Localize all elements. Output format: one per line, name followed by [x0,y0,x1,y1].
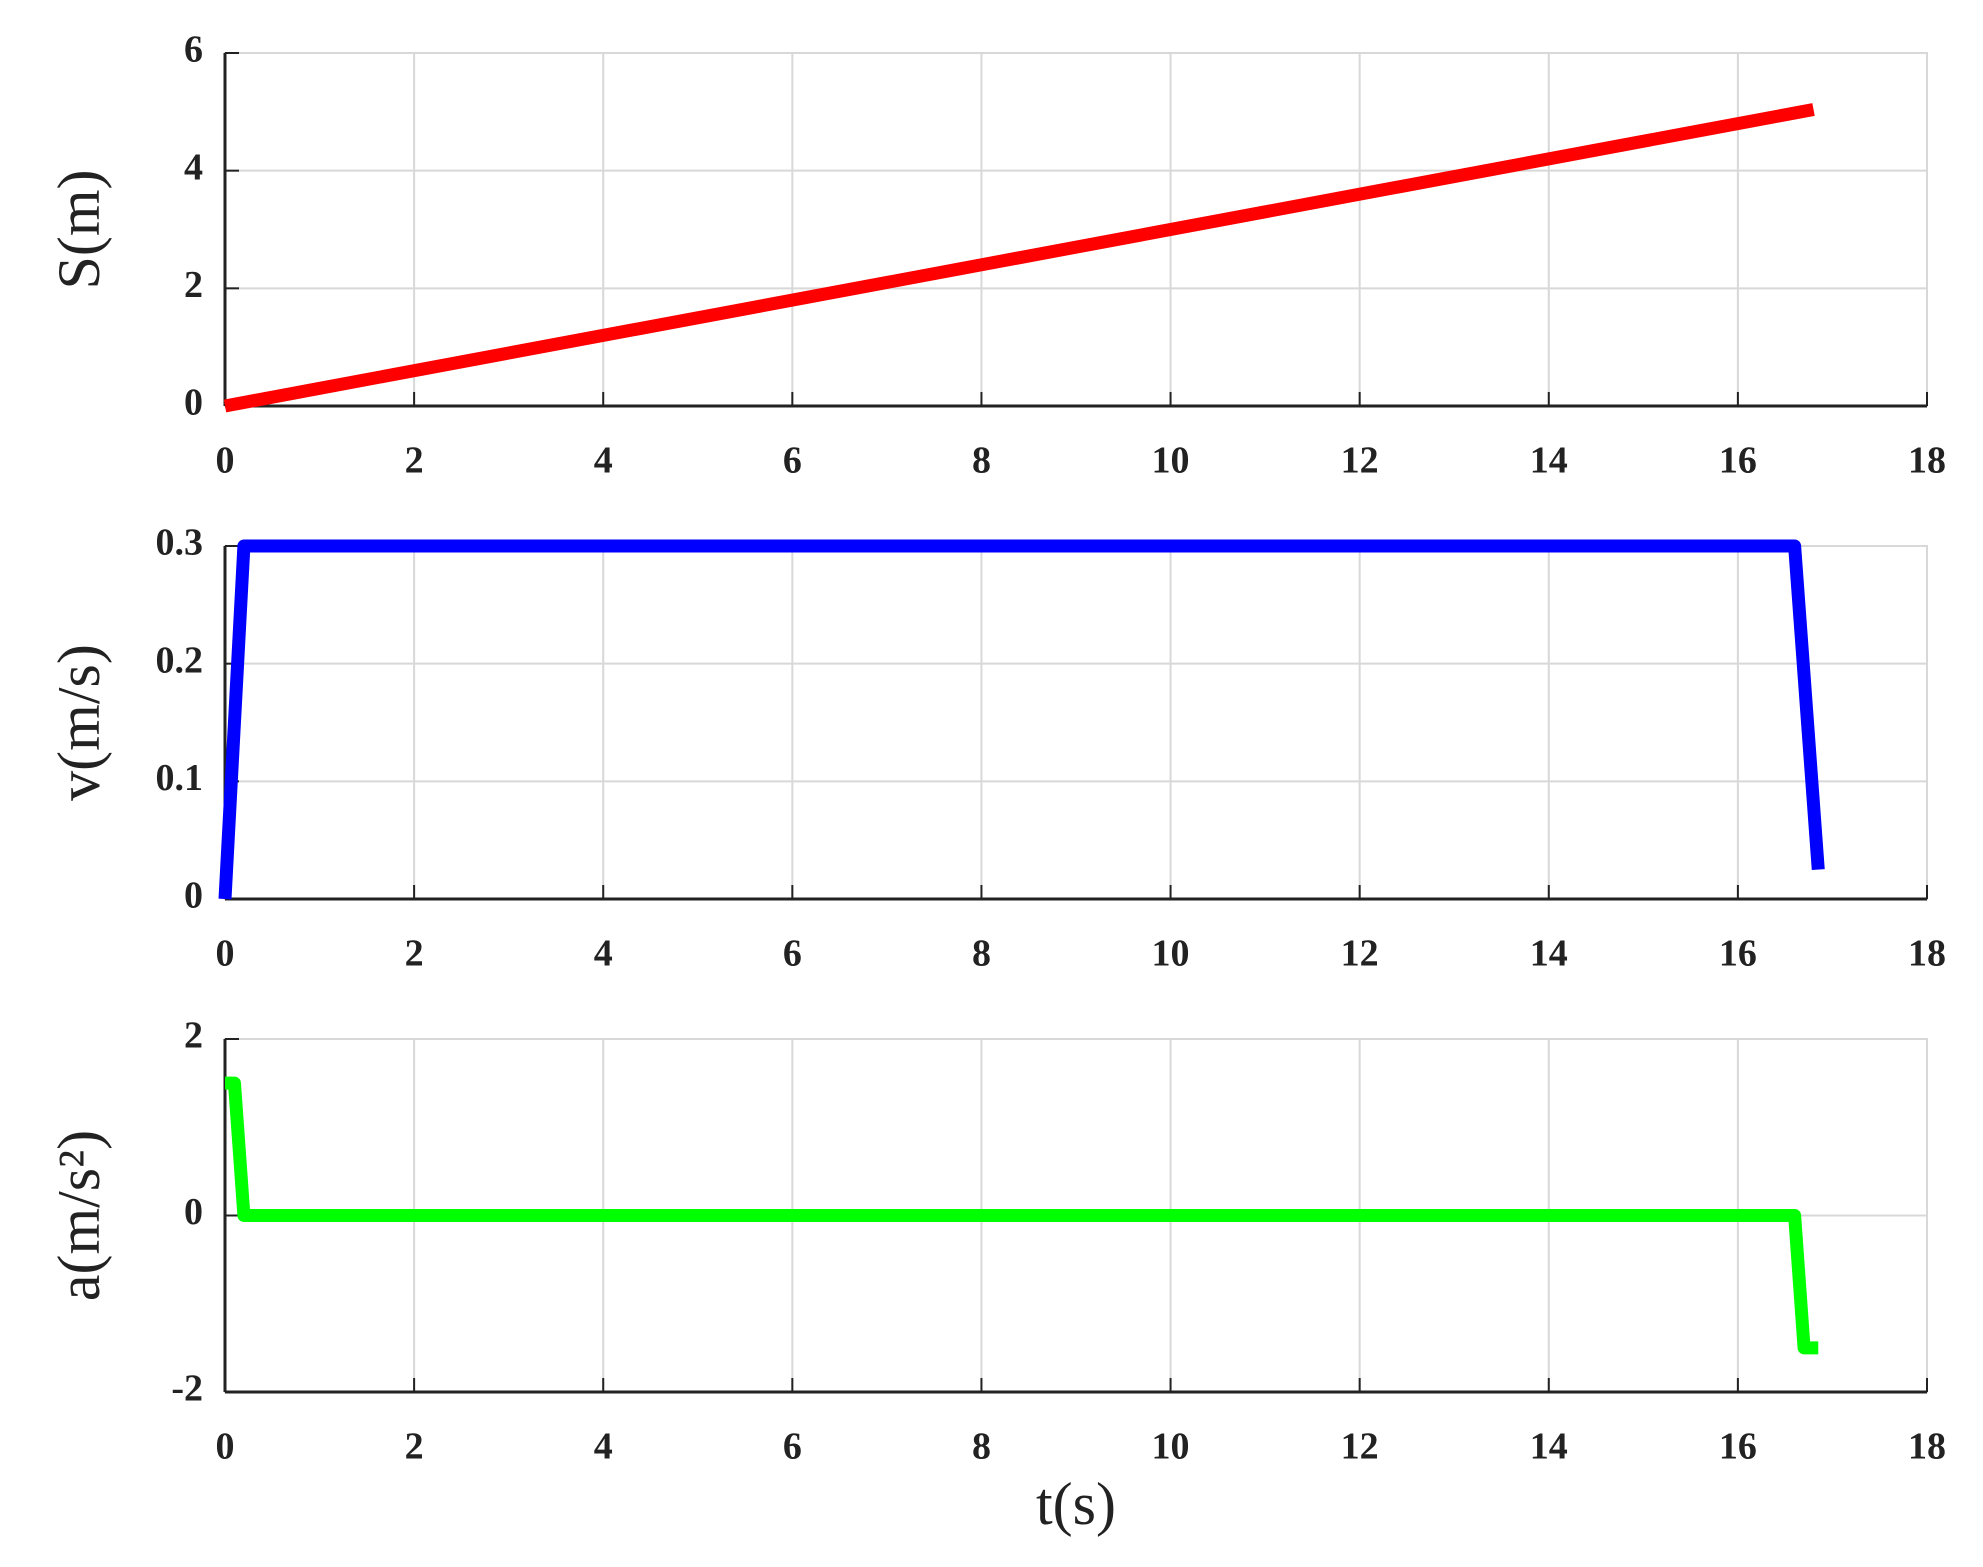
y-tick-label: 0 [184,1191,203,1233]
x-tick-label: 4 [594,933,613,975]
plot-frame [224,545,1928,900]
x-tick-label: 2 [405,1426,424,1468]
x-tick-label: 4 [594,440,613,482]
x-tick-label: 18 [1908,1426,1946,1468]
data-line [223,103,1815,413]
x-tick-label: 18 [1908,933,1946,975]
y-tick-label: 2 [184,264,203,306]
y-tick-label: 0 [184,382,203,424]
x-tick-label: 0 [216,1426,235,1468]
x-tick-label: 14 [1530,440,1568,482]
y-tick-label: 4 [184,146,203,188]
x-axis-label: t(s) [1036,1471,1116,1537]
y-tick-label: -2 [171,1368,203,1410]
x-tick-label: 6 [783,933,802,975]
x-tick-label: 16 [1719,440,1757,482]
x-tick-label: 12 [1341,440,1379,482]
x-tick-label: 10 [1152,1426,1190,1468]
x-tick-label: 12 [1341,1426,1379,1468]
y-tick-label: 0 [184,875,203,917]
x-tick-label: 8 [972,1426,991,1468]
x-tick-label: 2 [405,440,424,482]
x-tick-label: 10 [1152,440,1190,482]
y-tick-label: 6 [184,29,203,71]
y-axis-label: a(m/s²) [46,1130,112,1301]
y-tick-label: 0.3 [156,522,204,564]
data-line [218,539,1825,900]
y-tick-label: 0.2 [156,639,204,681]
x-tick-label: 12 [1341,933,1379,975]
x-tick-label: 10 [1152,933,1190,975]
x-tick-label: 8 [972,933,991,975]
x-tick-label: 16 [1719,1426,1757,1468]
x-tick-label: 0 [216,440,235,482]
x-tick-label: 6 [783,1426,802,1468]
y-tick-label: 0.1 [156,757,204,799]
x-tick-label: 16 [1719,933,1757,975]
data-line [225,1076,1819,1355]
y-axis-label: v(m/s) [46,644,112,801]
x-tick-label: 8 [972,440,991,482]
x-tick-label: 2 [405,933,424,975]
x-tick-label: 4 [594,1426,613,1468]
x-tick-label: 14 [1530,933,1568,975]
y-tick-label: 2 [184,1015,203,1057]
y-axis-label: S(m) [46,170,112,290]
x-tick-label: 14 [1530,1426,1568,1468]
x-tick-label: 18 [1908,440,1946,482]
x-tick-label: 6 [783,440,802,482]
x-tick-label: 0 [216,933,235,975]
